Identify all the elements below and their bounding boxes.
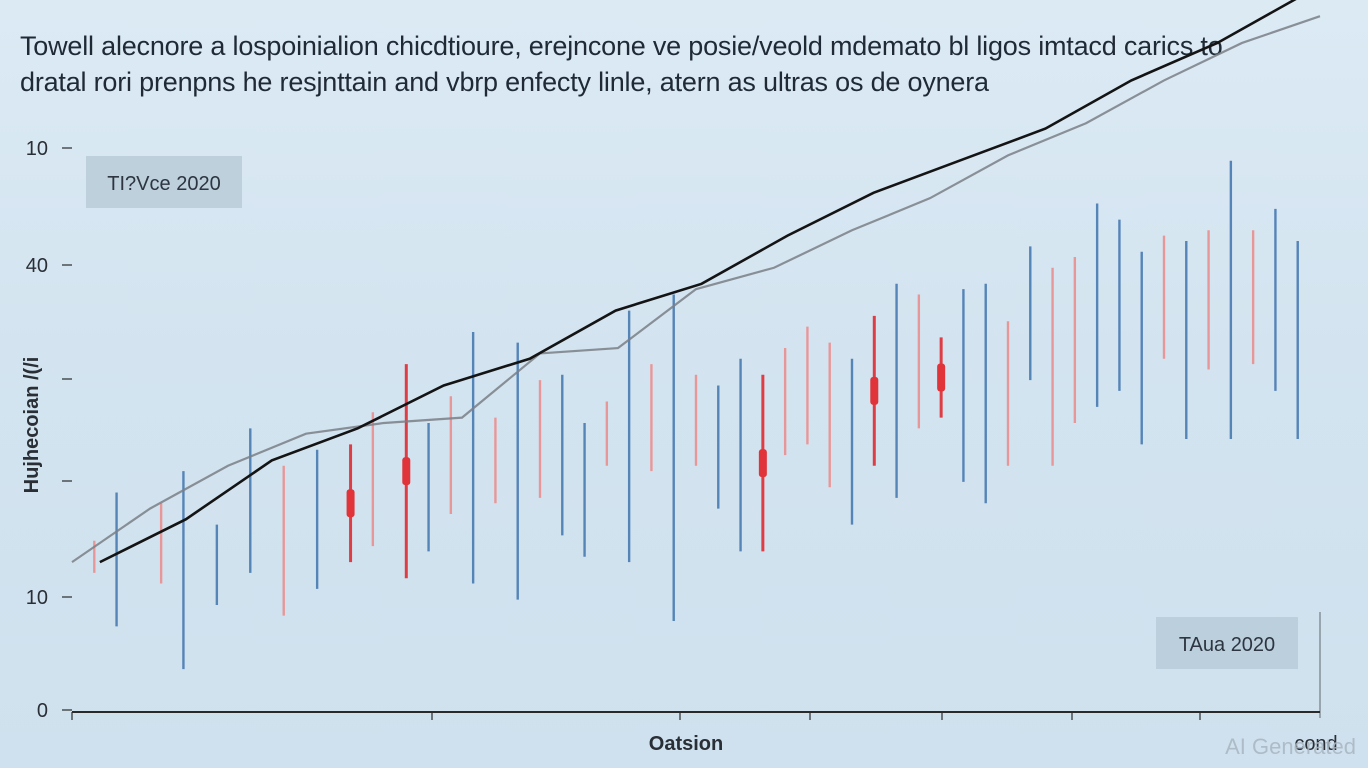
annotation-label-0: TI?Vce 2020 xyxy=(107,173,220,195)
chart-title-line-2: dratal rori prenpns he resjnttain and vb… xyxy=(20,67,989,97)
x-axis-end-label: cond xyxy=(1294,733,1337,755)
stick-body-31 xyxy=(870,376,879,405)
ai-generated-watermark: AI Generated xyxy=(1225,734,1356,759)
chart-title: Towell alecnore a lospoinialion chicdtio… xyxy=(20,28,1340,100)
series-trend-line xyxy=(99,0,1297,564)
stick-body-8 xyxy=(346,489,355,518)
annotation-box-1 xyxy=(1156,617,1298,669)
annotation-label-1: TAua 2020 xyxy=(1179,634,1275,656)
y-axis-label: Hujhecoian /(/i xyxy=(21,357,43,494)
y-tick-label-4: 40 xyxy=(26,255,48,277)
chart-title-line-1: Towell alecnore a lospoinialion chicdtio… xyxy=(20,31,1223,61)
stick-body-10 xyxy=(402,457,411,486)
stick-body-26 xyxy=(758,449,767,478)
stick-body-34 xyxy=(937,363,946,392)
y-tick-label-0: 0 xyxy=(37,700,48,722)
y-tick-label-5: 10 xyxy=(26,138,48,160)
y-tick-label-1: 10 xyxy=(26,587,48,609)
annotation-box-0 xyxy=(86,156,242,208)
series-moving-average xyxy=(71,15,1321,564)
x-axis-label: Oatsion xyxy=(649,733,723,755)
